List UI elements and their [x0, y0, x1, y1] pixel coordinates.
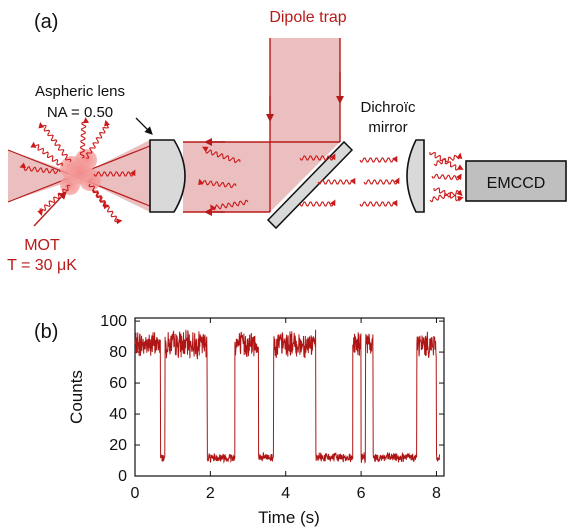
- photon-arrow: [317, 177, 356, 185]
- lens-label-line1: Aspheric lens: [35, 83, 125, 100]
- collimated-photons: [198, 146, 249, 212]
- photon-arrow: [30, 141, 64, 167]
- aspheric-lens: [149, 139, 186, 213]
- photon-arrow: [79, 117, 90, 159]
- photon-arrow: [359, 155, 398, 163]
- photon-arrow: [93, 169, 136, 177]
- panel-a-label: (a): [34, 11, 58, 33]
- counts-trace: [134, 329, 440, 464]
- photon-arrow: [299, 199, 336, 207]
- emitted-photons-mot: [19, 117, 136, 225]
- x-tick-label: 6: [357, 485, 366, 502]
- y-tick-label: 60: [109, 375, 127, 392]
- lens-label-line2: NA = 0.50: [47, 104, 113, 121]
- photon-arrow: [433, 187, 464, 202]
- beam-direction-arrows: [204, 72, 344, 216]
- photon-arrow: [210, 199, 249, 212]
- y-axis-label: Counts: [67, 370, 86, 424]
- photon-arrow: [201, 146, 241, 164]
- mot-label: MOT: [24, 237, 60, 254]
- y-tick-label: 40: [109, 406, 127, 423]
- x-tick-label: 4: [281, 485, 290, 502]
- photon-arrow: [198, 178, 237, 189]
- mot-cloud: [60, 149, 101, 195]
- dichroic-label-line1: Dichroïc: [360, 99, 416, 116]
- photon-arrow: [433, 152, 463, 167]
- photon-arrow: [299, 153, 336, 161]
- transmitted-photons: [299, 151, 464, 207]
- y-tick-label: 20: [109, 437, 127, 454]
- photon-arrow: [38, 122, 72, 163]
- mot-pointer-arrow: [33, 191, 67, 227]
- photon-arrow: [85, 119, 110, 159]
- lens-pointer-arrow: [135, 117, 153, 135]
- x-axis-ticks: 0 2 4 6 8: [131, 318, 441, 502]
- temperature-label: T = 30 μK: [7, 257, 77, 274]
- y-axis-ticks: 0 20 40 60 80 100: [100, 313, 444, 485]
- x-axis-label: Time (s): [258, 508, 320, 527]
- photon-arrow: [359, 199, 398, 207]
- plot-frame: [134, 317, 445, 477]
- emccd-label: EMCCD: [487, 175, 546, 192]
- y-tick-label: 0: [118, 468, 127, 485]
- panel-b-label: (b): [34, 321, 58, 343]
- imaging-lens: [406, 139, 425, 213]
- counts-chart: 0 2 4 6 8 0 20 40 60 80 100 Time (s) Counts: [67, 313, 445, 527]
- y-tick-label: 80: [109, 344, 127, 361]
- x-tick-label: 0: [131, 485, 140, 502]
- y-tick-label: 100: [100, 313, 127, 330]
- photon-arrow: [88, 183, 110, 210]
- x-tick-label: 2: [206, 485, 215, 502]
- photon-arrow: [431, 173, 462, 181]
- photon-arrow: [19, 162, 61, 175]
- photon-arrow: [363, 177, 400, 185]
- dichroic-mirror: [266, 140, 354, 230]
- emccd-camera: [465, 160, 567, 202]
- dichroic-label-line2: mirror: [368, 119, 407, 136]
- photon-arrow: [37, 184, 71, 216]
- x-tick-label: 8: [432, 485, 441, 502]
- dipole-trap-label: Dipole trap: [269, 9, 346, 26]
